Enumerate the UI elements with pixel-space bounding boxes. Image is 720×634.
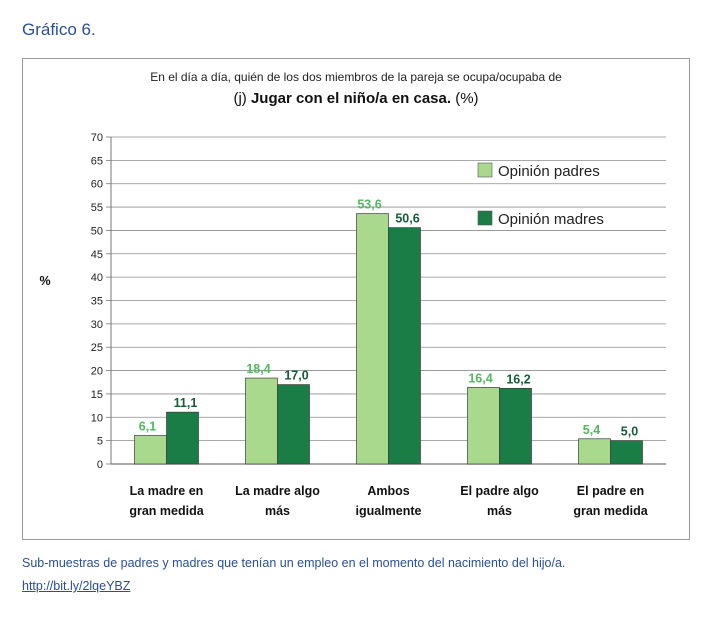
figure-caption: Sub-muestras de padres y madres que tení… bbox=[22, 556, 566, 570]
legend-swatch-padres bbox=[477, 162, 493, 178]
bar-opinion-padres bbox=[467, 387, 500, 465]
bar-opinion-padres bbox=[134, 435, 167, 465]
category-label: La madre en gran medida bbox=[129, 484, 204, 518]
category-label: La madre algo más bbox=[235, 484, 320, 518]
data-label-padres: 6,1 bbox=[139, 420, 156, 434]
bar-opinion-padres bbox=[578, 438, 611, 465]
source-link[interactable]: http://bit.ly/2lqeYBZ bbox=[22, 579, 131, 593]
y-tick-label: 45 bbox=[91, 249, 103, 261]
y-tick-labels: 0 5 10 15 20 25 30 35 40 45 50 55 60 65 70 bbox=[91, 132, 103, 471]
chart-title-bold: Jugar con el niño/a en casa. bbox=[251, 90, 451, 107]
bar-opinion-padres bbox=[356, 213, 389, 465]
data-label-padres: 16,4 bbox=[468, 371, 492, 385]
category-label-line: más bbox=[265, 504, 290, 518]
bar-opinion-madres bbox=[610, 440, 643, 465]
data-label-madres: 16,2 bbox=[506, 372, 530, 386]
y-axis-label: % bbox=[39, 274, 50, 288]
chart-title-prefix: (j) bbox=[233, 90, 251, 107]
category-label-line: igualmente bbox=[356, 504, 422, 518]
data-labels: 6,1 11,1 18,4 17,0 53,6 50,6 16,4 16,2 5,4 5,0 bbox=[139, 198, 638, 439]
chart-title: (j) Jugar con el niño/a en casa. (%) bbox=[233, 90, 478, 107]
y-tick-label: 70 bbox=[91, 132, 103, 144]
category-label-line: más bbox=[487, 504, 512, 518]
category-label-line: gran medida bbox=[573, 504, 648, 518]
data-label-madres: 11,1 bbox=[174, 396, 198, 410]
bar-opinion-padres bbox=[245, 377, 278, 465]
category-label-line: El padre en bbox=[577, 484, 644, 498]
bar-opinion-madres bbox=[499, 387, 532, 465]
chart-subtitle: En el día a día, quién de los dos miembr… bbox=[150, 70, 562, 84]
y-tick-label: 20 bbox=[91, 366, 103, 378]
bar-opinion-madres bbox=[388, 227, 421, 465]
y-tick-label: 35 bbox=[91, 296, 103, 308]
legend-label-madres: Opinión madres bbox=[498, 211, 604, 228]
category-label-line: El padre algo bbox=[460, 484, 539, 498]
y-tick-label: 0 bbox=[97, 459, 103, 471]
y-tick-label: 65 bbox=[91, 155, 103, 167]
data-label-padres: 5,4 bbox=[583, 423, 600, 437]
y-tick-label: 5 bbox=[97, 436, 103, 448]
chart-frame: En el día a día, quién de los dos miembr… bbox=[22, 58, 690, 540]
category-label-line: La madre en bbox=[130, 484, 204, 498]
bar-opinion-madres bbox=[166, 411, 199, 465]
bar-opinion-madres bbox=[277, 384, 310, 465]
legend-swatch-madres bbox=[477, 210, 493, 226]
category-label: Ambos igualmente bbox=[356, 484, 422, 518]
data-label-madres: 17,0 bbox=[284, 369, 308, 383]
bar-chart: En el día a día, quién de los dos miembr… bbox=[39, 70, 666, 518]
legend: Opinión padres Opinión madres bbox=[477, 162, 604, 228]
y-tick-label: 60 bbox=[91, 179, 103, 191]
y-tick-label: 10 bbox=[91, 412, 103, 424]
data-label-madres: 50,6 bbox=[395, 212, 419, 226]
figure-title: Gráfico 6. bbox=[22, 20, 96, 39]
data-label-padres: 18,4 bbox=[246, 362, 270, 376]
chart-title-suffix: (%) bbox=[451, 90, 479, 107]
data-label-madres: 5,0 bbox=[621, 425, 638, 439]
category-label-line: gran medida bbox=[129, 504, 204, 518]
bars bbox=[134, 213, 643, 465]
legend-label-padres: Opinión padres bbox=[498, 163, 600, 180]
y-tick-label: 15 bbox=[91, 389, 103, 401]
category-label-line: La madre algo bbox=[235, 484, 320, 498]
y-tick-label: 40 bbox=[91, 272, 103, 284]
y-tick-label: 30 bbox=[91, 319, 103, 331]
category-label-line: Ambos bbox=[367, 484, 409, 498]
data-label-padres: 53,6 bbox=[357, 198, 381, 212]
category-label: El padre algo más bbox=[460, 484, 539, 518]
y-tick-label: 25 bbox=[91, 342, 103, 354]
y-tick-label: 55 bbox=[91, 202, 103, 214]
category-label: El padre en gran medida bbox=[573, 484, 648, 518]
y-tick-label: 50 bbox=[91, 225, 103, 237]
category-labels: La madre en gran medida La madre algo más Am… bbox=[129, 484, 648, 518]
